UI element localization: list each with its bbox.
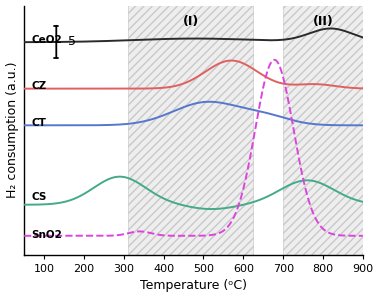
Text: CT: CT [31,118,46,128]
Text: 5: 5 [68,35,76,48]
Text: SnO2: SnO2 [31,230,62,240]
Text: CeO2: CeO2 [31,35,62,45]
Y-axis label: H₂ consumption (a.u.): H₂ consumption (a.u.) [6,62,19,198]
Text: (I): (I) [182,15,199,28]
Text: (II): (II) [313,15,334,28]
Text: CZ: CZ [31,81,47,91]
Text: CS: CS [31,193,47,202]
X-axis label: Temperature (ᵒC): Temperature (ᵒC) [140,280,247,292]
Bar [283,0,363,262]
Bar [128,0,253,262]
